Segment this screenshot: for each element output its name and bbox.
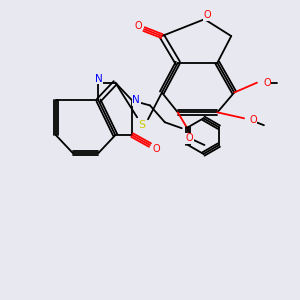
Text: N: N [132,95,140,106]
Text: O: O [152,144,160,154]
Text: S: S [139,120,145,130]
Text: O: O [134,21,142,31]
Text: O: O [186,133,194,143]
Text: O: O [249,115,257,125]
Text: O: O [263,78,271,88]
Text: O: O [204,10,211,20]
Text: N: N [94,74,102,84]
